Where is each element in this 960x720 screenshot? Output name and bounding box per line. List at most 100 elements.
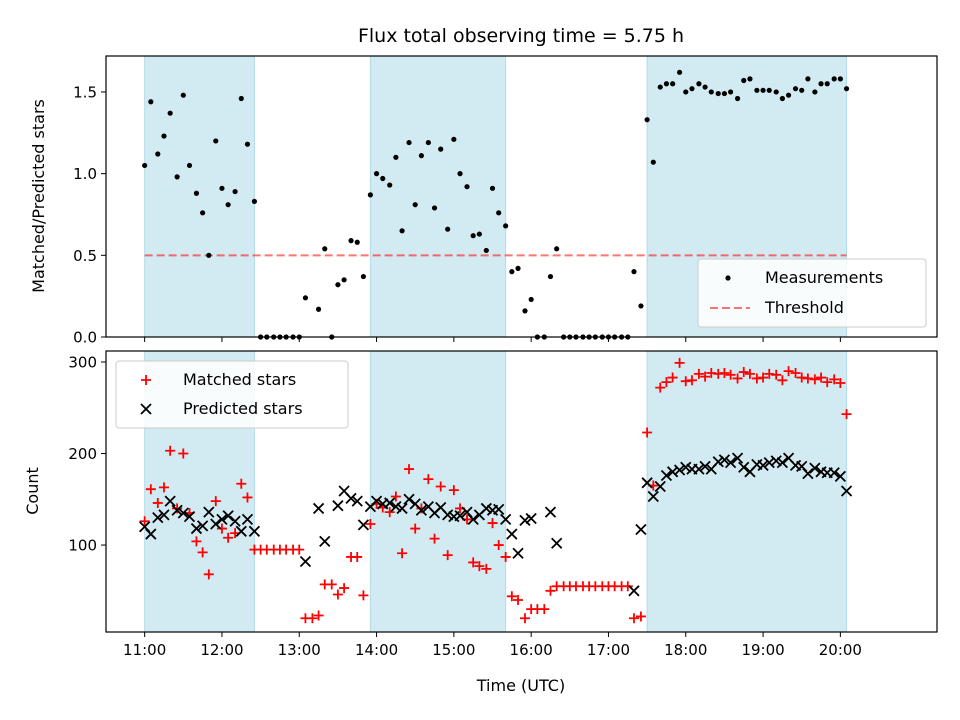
matched-star-point [706, 367, 717, 378]
measurement-point [470, 233, 476, 239]
predicted-star-point [467, 513, 479, 526]
y-tick-label: 200 [68, 445, 97, 463]
x-tick-label: 13:00 [278, 641, 321, 659]
predicted-star-point [210, 518, 222, 530]
matched-star-point [519, 613, 530, 624]
predicted-star-point [731, 452, 744, 464]
matched-star-point [829, 374, 840, 385]
predicted-star-point [396, 502, 408, 515]
predicted-star-point [319, 535, 331, 548]
measurement-point [451, 136, 457, 142]
legend-label-measurements: Measurements [765, 268, 883, 287]
matched-star-point [172, 503, 183, 514]
top-y-axis-label: Matched/Predicted stars [29, 99, 48, 293]
measurement-point [644, 117, 650, 123]
bottom-panel: 100 200 300 11:00 12:00 13:00 14:00 15:00 16:00 1… [68, 350, 938, 659]
predicted-star-point [641, 477, 653, 489]
measurement-point [206, 252, 212, 258]
measurement-point [341, 277, 347, 283]
matched-star-point [435, 481, 446, 492]
matched-star-point [719, 367, 730, 378]
measurement-point [689, 86, 695, 92]
predicted-star-point [190, 522, 203, 535]
x-axis-label: Time (UTC) [476, 676, 565, 695]
predicted-star-point [506, 528, 518, 540]
measurement-point [367, 192, 373, 198]
predicted-star-point [164, 495, 176, 507]
measurement-point [489, 185, 496, 191]
predicted-star-point [493, 503, 505, 515]
measurement-point [251, 198, 258, 205]
matched-star-point [481, 563, 492, 574]
measurement-point [812, 89, 818, 95]
predicted-star-point [525, 512, 537, 525]
matched-star-point [796, 372, 807, 383]
predicted-star-point [196, 520, 209, 532]
measurement-point [380, 175, 386, 182]
predicted-star-point [216, 513, 228, 526]
measurement-point [760, 87, 766, 93]
measurement-point [741, 77, 747, 84]
matched-star-point [822, 377, 833, 388]
measurement-point [715, 90, 721, 97]
measurement-point [547, 273, 554, 280]
measurement-point [721, 90, 728, 97]
matched-star-point [384, 507, 395, 518]
observing-window-band [144, 55, 255, 338]
measurement-point [335, 282, 341, 288]
observing-window-band [369, 55, 507, 338]
measurement-point [225, 202, 231, 208]
predicted-star-point [222, 510, 234, 522]
measurement-point [213, 138, 219, 144]
y-tick-label: 1.5 [73, 83, 97, 101]
x-tick-label: 15:00 [432, 641, 475, 659]
measurement-point [373, 171, 380, 177]
matched-star-point [429, 533, 440, 544]
measurement-point [725, 275, 731, 281]
predicted-star-point [512, 547, 524, 559]
predicted-star-point [345, 492, 357, 505]
predicted-star-point [738, 461, 750, 473]
x-tick-label: 12:00 [200, 641, 243, 659]
measurement-point [528, 296, 534, 303]
measurement-point [747, 76, 753, 82]
predicted-star-point [770, 455, 782, 467]
matched-star-point [203, 569, 214, 580]
matched-star-point [365, 518, 376, 529]
predicted-star-point [680, 461, 692, 473]
matched-star-point [751, 373, 762, 384]
x-tick-label: 19:00 [741, 641, 784, 659]
x-tick-label: 18:00 [664, 641, 707, 659]
measurement-point [631, 269, 637, 275]
matched-star-point [493, 540, 504, 551]
matched-star-point [442, 550, 453, 561]
measurement-point [457, 171, 463, 177]
measurement-point [167, 110, 173, 116]
matched-star-point [410, 523, 421, 534]
matched-star-point [313, 610, 324, 621]
measurement-point [148, 99, 154, 105]
legend-label-matched: Matched stars [183, 370, 296, 389]
measurement-point [244, 141, 251, 147]
measurement-point [412, 202, 418, 208]
matched-star-point [667, 372, 678, 383]
measurement-point [696, 81, 702, 87]
matched-star-point [326, 579, 337, 590]
matched-star-point [332, 589, 343, 600]
predicted-star-point [647, 490, 659, 503]
matched-star-point [216, 523, 227, 534]
matched-star-point [404, 464, 415, 475]
matched-star-point [152, 497, 163, 508]
predicted-star-point [415, 504, 428, 516]
predicted-star-point [519, 514, 531, 526]
predicted-star-point [454, 510, 466, 522]
measurement-point [734, 95, 741, 102]
measurement-point [438, 146, 444, 152]
measurement-point [302, 295, 309, 301]
predicted-star-point [183, 511, 196, 523]
predicted-star-point [390, 500, 402, 513]
matched-star-point [397, 548, 408, 559]
predicted-star-point [312, 502, 325, 515]
predicted-star-point [712, 456, 724, 468]
